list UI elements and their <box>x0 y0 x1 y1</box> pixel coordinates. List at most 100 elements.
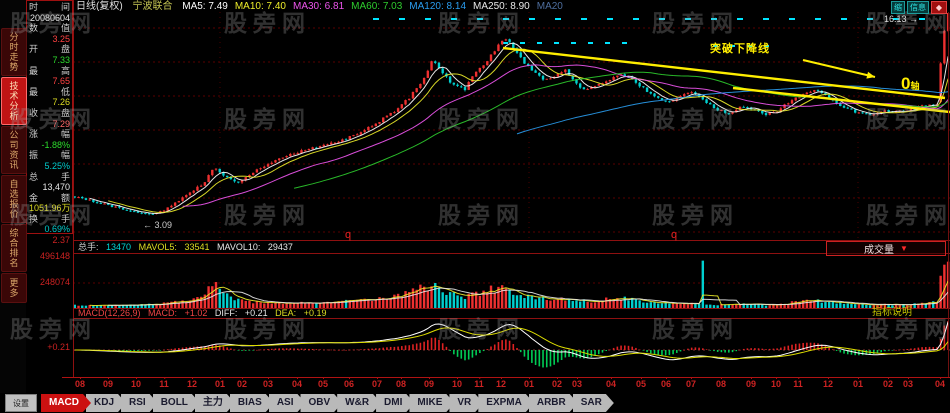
divider <box>73 0 74 377</box>
indicator-tab-DMI[interactable]: DMI <box>376 394 414 412</box>
divider <box>73 253 950 254</box>
sidebar-tab-1[interactable]: 分时走势 <box>1 28 27 76</box>
quote-panel: 时间 20080604 数值 3.25 开盘 7.33 最高 7.65 最低 7.26 收盘 7.29… <box>26 0 73 234</box>
x-axis-label: 04 <box>934 377 946 389</box>
macd-scale-value: +0.21 <box>47 342 70 352</box>
indicator-tab-SAR[interactable]: SAR <box>573 394 614 412</box>
quote-field-value: 0.69% <box>44 224 70 235</box>
x-axis-label: 10 <box>130 377 142 389</box>
quote-field-value: 7.65 <box>52 76 70 87</box>
quote-field-label: 总手 <box>29 171 70 182</box>
indicator-tab-W&R[interactable]: W&R <box>337 394 381 412</box>
indicator-tab-ASI[interactable]: ASI <box>269 394 306 412</box>
quote-field-value: 7.29 <box>52 118 70 129</box>
macd-header: MACD(12,26,9) MACD: +1.02 DIFF: +0.21 DE… <box>78 308 331 319</box>
x-axis-label: 12 <box>186 377 198 389</box>
quote-field-value: 7.26 <box>52 97 70 108</box>
header-toolbar: 缩信息 ◆ <box>891 1 947 14</box>
indicator-tab-RSI[interactable]: RSI <box>121 394 158 412</box>
x-axis-label: 02 <box>236 377 248 389</box>
sidebar-tab-3[interactable]: 公司资讯 <box>1 126 27 174</box>
x-axis-label: 08 <box>715 377 727 389</box>
ex-rights-marker: q <box>671 229 678 241</box>
macd-chart[interactable] <box>73 319 950 377</box>
quote-field-label: 开盘 <box>29 44 70 55</box>
indicator-tab-ARBR[interactable]: ARBR <box>529 394 578 412</box>
indicator-tab-OBV[interactable]: OBV <box>300 394 342 412</box>
indicator-tab-bar: 设置 MACD KDJ RSI BOLL 主力 BIAS ASI OBV W&R DMI MIKE V… <box>0 393 950 413</box>
mavol10-label: MAVOL10: <box>217 242 261 252</box>
diff-line <box>74 321 949 361</box>
diff-value: +0.21 <box>244 308 268 318</box>
x-axis-label: 03 <box>571 377 583 389</box>
dea-value: +0.19 <box>303 308 327 318</box>
indicator-tab-主力[interactable]: 主力 <box>195 394 235 412</box>
sidebar-tab-2[interactable]: 技术分析 <box>1 77 27 125</box>
ma-legend-item: MA10: 7.40 <box>234 1 286 12</box>
x-axis-label: 11 <box>793 377 803 389</box>
toolbar-button-缩[interactable]: 缩 <box>891 1 905 14</box>
indicator-tab-BIAS[interactable]: BIAS <box>230 394 274 412</box>
quote-field-value: 13,470 <box>42 182 70 193</box>
x-axis-label: 12 <box>495 377 507 389</box>
ma-legend-item: MA250: 8.90 <box>473 1 530 12</box>
indicator-tab-MACD[interactable]: MACD <box>41 394 91 412</box>
x-axis-label: 07 <box>371 377 383 389</box>
ma-legend-item: MA120: 8.14 <box>409 1 467 12</box>
x-axis-label: 06 <box>660 377 672 389</box>
x-axis-label: 09 <box>745 377 757 389</box>
chart-header-bar: 日线(复权) 宁波联合 MA5: 7.49 MA10: 7.40 MA30: 6.8… <box>76 1 856 13</box>
trendlines <box>502 46 950 114</box>
mavol5-value: 33541 <box>184 242 210 252</box>
x-axis-label: 01 <box>214 377 226 389</box>
price-scale-bottom: 2.37 <box>52 235 70 245</box>
settings-button[interactable]: 设置 <box>5 394 37 412</box>
quote-field-label: 涨幅 <box>29 129 70 140</box>
dea-line <box>74 327 949 359</box>
volume-label: 总手: <box>78 242 99 252</box>
volume-scale-mid: 248074 <box>39 277 70 287</box>
high-price-marker: 16.13 → <box>884 14 919 24</box>
toolbar-button-信息[interactable]: 信息 <box>907 1 929 14</box>
quote-field-label: 最高 <box>29 65 70 76</box>
zero-axis-annotation: 0轴 <box>901 74 920 93</box>
indicator-tab-VR[interactable]: VR <box>449 394 483 412</box>
quote-field-label: 金额 <box>29 192 70 203</box>
volume-chart[interactable] <box>73 254 950 309</box>
mavol5-label: MAVOL5: <box>138 242 177 252</box>
x-axis-label: 11 <box>474 377 484 389</box>
indicator-tab-KDJ[interactable]: KDJ <box>86 394 126 412</box>
volume-scale-top: 496148 <box>39 251 70 261</box>
divider <box>73 318 950 319</box>
macd-label: MACD: <box>148 308 178 318</box>
divider <box>73 308 950 309</box>
macd-histogram <box>74 321 949 368</box>
quote-field-value: -1.88% <box>41 139 70 150</box>
indicator-help-link[interactable]: 指标说明 <box>872 307 912 318</box>
time-axis-line <box>62 377 950 378</box>
quote-field-value: 5.25% <box>44 160 70 171</box>
indicator-tab-MIKE[interactable]: MIKE <box>409 394 454 412</box>
sidebar-tab-4[interactable]: 自选报价 <box>1 175 27 223</box>
x-axis-label: 11 <box>159 377 169 389</box>
time-axis: 08 09 10 11 12 01 02 03 04 05 06 07 08 09 10 11 12 01 02 03… <box>0 377 950 392</box>
x-axis-label: 08 <box>395 377 407 389</box>
divider <box>73 240 950 241</box>
volume-value: 13470 <box>106 242 132 252</box>
quote-field-value: 7.33 <box>52 54 70 65</box>
main-candlestick-chart[interactable] <box>73 12 950 241</box>
sidebar-tab-6[interactable]: 更多 <box>1 273 27 303</box>
alert-icon[interactable]: ◆ <box>931 1 947 14</box>
indicator-tab-EXPMA[interactable]: EXPMA <box>478 394 534 412</box>
x-axis-label: 09 <box>102 377 114 389</box>
indicator-tab-BOLL[interactable]: BOLL <box>153 394 200 412</box>
macd-value: +1.02 <box>184 308 208 318</box>
sidebar-tab-5[interactable]: 综合排名 <box>1 224 27 272</box>
x-axis-label: 02 <box>882 377 894 389</box>
x-axis-label: 03 <box>262 377 274 389</box>
volume-indicator-dropdown[interactable]: 成交量 ▼ <box>826 241 946 256</box>
quote-field-label: 数值 <box>29 23 70 34</box>
x-axis-label: 10 <box>451 377 463 389</box>
caret-down-icon: ▼ <box>900 244 908 253</box>
